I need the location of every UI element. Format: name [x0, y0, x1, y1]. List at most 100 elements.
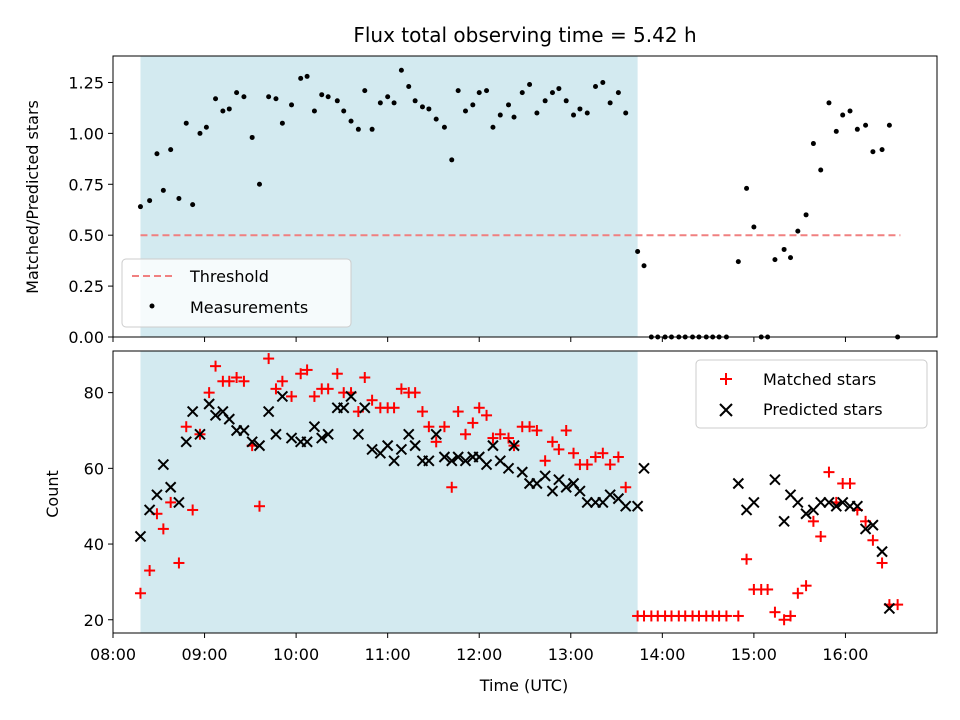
- matched-star-point: [792, 587, 804, 599]
- predicted-star-point: [748, 496, 760, 509]
- predicted-star-point: [209, 409, 222, 422]
- measurement-point: [542, 98, 548, 104]
- measurement-point: [234, 90, 240, 96]
- predicted-star-point: [546, 485, 559, 497]
- measurement-point: [197, 130, 203, 136]
- predicted-star-stroke-b: [620, 500, 632, 512]
- matched-star-point: [589, 451, 601, 463]
- top-ytick-label: 0.75: [68, 175, 104, 194]
- predicted-star-point: [800, 508, 812, 520]
- measurement-point: [863, 122, 869, 128]
- measurement-point: [810, 141, 816, 147]
- legend-measurements-label: Measurements: [190, 298, 308, 317]
- predicted-star-point: [502, 462, 515, 475]
- predicted-star-stroke-b: [830, 500, 842, 512]
- matched-star-point: [322, 383, 334, 395]
- matched-star-point: [807, 515, 819, 527]
- predicted-star-stroke-b: [459, 455, 472, 467]
- matched-star-point: [732, 610, 744, 622]
- predicted-star-stroke-b: [276, 390, 289, 403]
- matched-star-point: [546, 436, 558, 448]
- matched-star-point: [134, 587, 146, 599]
- matched-star-point: [531, 424, 543, 436]
- predicted-star-point: [487, 439, 499, 452]
- predicted-star-stroke-b: [778, 515, 790, 528]
- predicted-star-stroke-b: [516, 466, 528, 478]
- matched-star-point: [481, 409, 493, 421]
- predicted-star-point: [388, 455, 400, 467]
- predicted-star-point: [270, 428, 282, 440]
- predicted-star-point: [352, 428, 365, 440]
- measurement-point: [279, 120, 285, 126]
- legend-predicted-label: Predicted stars: [763, 400, 883, 419]
- measurement-point: [137, 204, 143, 210]
- measurement-point: [879, 147, 885, 153]
- predicted-star-point: [403, 428, 415, 440]
- predicted-star-point: [560, 481, 572, 493]
- measurement-point: [355, 126, 361, 132]
- measurement-point: [160, 187, 166, 193]
- measurement-point: [635, 248, 641, 254]
- predicted-star-point: [778, 515, 790, 528]
- predicted-star-point: [867, 519, 879, 531]
- measurement-point: [398, 67, 404, 73]
- predicted-star-stroke-b: [151, 489, 163, 501]
- predicted-star-stroke-b: [403, 428, 415, 440]
- predicted-star-stroke-b: [209, 409, 222, 422]
- predicted-star-stroke-b: [452, 451, 464, 463]
- predicted-star-point: [574, 485, 586, 497]
- measurement-point: [147, 198, 153, 204]
- measurement-point: [803, 212, 809, 218]
- matched-star-point: [867, 534, 879, 546]
- measurement-point: [484, 88, 490, 94]
- measurement-point: [304, 73, 310, 79]
- bottom-xtick-label: 09:00: [182, 645, 228, 664]
- matched-stars-series: [134, 353, 904, 626]
- measurement-point: [623, 110, 629, 116]
- predicted-star-stroke-b: [164, 481, 177, 493]
- matched-star-point: [459, 428, 471, 440]
- measurement-point: [833, 128, 839, 134]
- measurement-point: [213, 96, 219, 102]
- matched-star-point: [604, 459, 616, 471]
- predicted-star-point: [194, 428, 206, 440]
- matched-star-point: [395, 383, 407, 395]
- predicted-star-point: [186, 405, 199, 418]
- predicted-star-point: [180, 436, 192, 448]
- matched-star-point: [778, 614, 790, 626]
- predicted-star-stroke-b: [134, 530, 147, 543]
- bottom-xtick-label: 14:00: [639, 645, 685, 664]
- bottom-xtick-label: 10:00: [273, 645, 319, 664]
- measurement-point: [886, 122, 892, 128]
- predicted-star-point: [430, 428, 442, 440]
- predicted-star-stroke-b: [308, 420, 321, 433]
- matched-star-point: [231, 371, 243, 383]
- predicted-star-stroke-b: [546, 485, 559, 497]
- matched-star-point: [173, 557, 185, 569]
- predicted-star-stroke-b: [553, 473, 565, 486]
- measurement-point: [273, 96, 279, 102]
- measurement-point: [369, 126, 375, 132]
- matched-star-point: [844, 477, 856, 489]
- matched-star-point: [560, 424, 572, 436]
- predicted-star-point: [223, 413, 235, 425]
- predicted-star-point: [480, 458, 493, 471]
- measurement-point: [744, 185, 750, 191]
- predicted-star-stroke-b: [217, 405, 229, 418]
- predicted-star-point: [604, 489, 616, 501]
- predicted-star-stroke-b: [867, 519, 879, 531]
- predicted-star-point: [322, 428, 334, 440]
- top-y-ticks: 0.00 0.25 0.50 0.75 1.00 1.25: [68, 73, 113, 347]
- bottom-legend: Matched stars Predicted stars: [695, 359, 928, 429]
- measurement-point: [490, 124, 496, 130]
- matched-star-point: [416, 406, 428, 418]
- matched-star-point: [331, 368, 343, 380]
- predicted-star-point: [769, 473, 781, 486]
- measurement-point: [563, 98, 569, 104]
- predicted-star-stroke-b: [815, 496, 827, 509]
- predicted-star-stroke-b: [823, 496, 835, 509]
- predicted-star-stroke-b: [480, 458, 493, 471]
- bottom-y-axis-label: Count: [43, 470, 62, 518]
- measurement-point: [556, 86, 562, 92]
- predicted-star-point: [143, 504, 156, 516]
